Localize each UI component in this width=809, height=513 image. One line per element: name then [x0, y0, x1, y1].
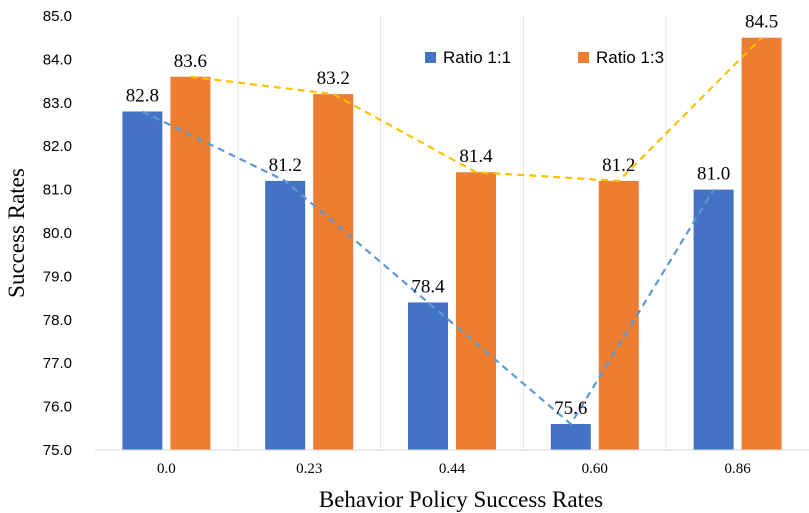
gridlines	[237, 16, 667, 450]
data-label: 78.4	[411, 276, 445, 297]
legend-label: Ratio 1:1	[443, 48, 511, 67]
bars	[122, 37, 782, 451]
y-tick-label: 78.0	[43, 312, 72, 329]
bar-ratio-1-1	[550, 423, 591, 450]
y-tick-label: 80.0	[43, 225, 72, 242]
data-label: 82.8	[126, 85, 159, 106]
data-label: 81.2	[269, 155, 302, 176]
y-tick-label: 81.0	[43, 182, 72, 199]
bar-ratio-1-1	[693, 189, 734, 450]
x-tick-label: 0.0	[157, 461, 176, 477]
data-label: 75.6	[554, 398, 587, 419]
data-label: 83.2	[317, 68, 350, 89]
y-tick-label: 77.0	[43, 355, 72, 372]
data-label: 81.4	[459, 146, 493, 167]
x-axis-ticks: 0.0 0.23 0.44 0.60 0.86	[157, 461, 751, 477]
x-tick-label: 0.86	[724, 461, 751, 477]
x-axis-title: Behavior Policy Success Rates	[319, 487, 603, 512]
bar-ratio-1-1	[408, 302, 448, 450]
y-tick-label: 75.0	[43, 442, 72, 459]
trend-line-ratio-1-3	[190, 36, 763, 183]
bar-ratio-1-3	[598, 180, 639, 451]
bar-ratio-1-1	[122, 111, 163, 450]
data-label: 81.2	[602, 155, 635, 176]
x-tick-label: 0.44	[439, 461, 466, 477]
data-label: 83.6	[174, 51, 207, 72]
y-tick-label: 85.0	[43, 8, 72, 25]
trend-line-ratio-1-1	[141, 110, 715, 426]
data-label: 81.0	[697, 164, 730, 185]
legend: Ratio 1:1 Ratio 1:3	[425, 48, 664, 67]
trend-lines	[141, 36, 763, 426]
y-axis-ticks: 75.0 76.0 77.0 78.0 79.0 80.0 81.0 82.0 83.0 84.0…	[43, 8, 72, 459]
legend-swatch	[425, 52, 436, 63]
y-tick-label: 83.0	[43, 95, 72, 112]
x-tick-label: 0.60	[582, 461, 608, 477]
bar-ratio-1-3	[170, 76, 211, 450]
data-labels: 82.8 81.2 78.4 75.6 81.0 83.6 83.2 81.4 81.2 84.5	[126, 12, 778, 419]
y-tick-label: 82.0	[43, 138, 72, 155]
data-label: 84.5	[745, 12, 778, 33]
bar-ratio-1-3	[456, 172, 496, 451]
x-tick-label: 0.23	[296, 461, 322, 477]
bar-ratio-1-3	[741, 37, 782, 450]
y-tick-label: 79.0	[43, 268, 72, 285]
bar-ratio-1-3	[313, 94, 354, 451]
y-axis-title: Success Rates	[4, 168, 29, 298]
legend-swatch	[578, 52, 589, 63]
y-tick-label: 84.0	[43, 51, 72, 68]
legend-label: Ratio 1:3	[596, 48, 664, 67]
bar-ratio-1-1	[265, 180, 306, 451]
y-tick-label: 76.0	[43, 399, 72, 416]
